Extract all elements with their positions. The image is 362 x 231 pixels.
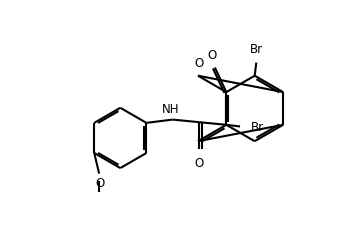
Text: O: O	[95, 176, 104, 189]
Text: Br: Br	[251, 120, 264, 133]
Text: Br: Br	[250, 43, 263, 56]
Text: O: O	[194, 56, 203, 69]
Text: NH: NH	[162, 102, 180, 115]
Text: O: O	[208, 49, 217, 62]
Text: O: O	[195, 156, 204, 169]
